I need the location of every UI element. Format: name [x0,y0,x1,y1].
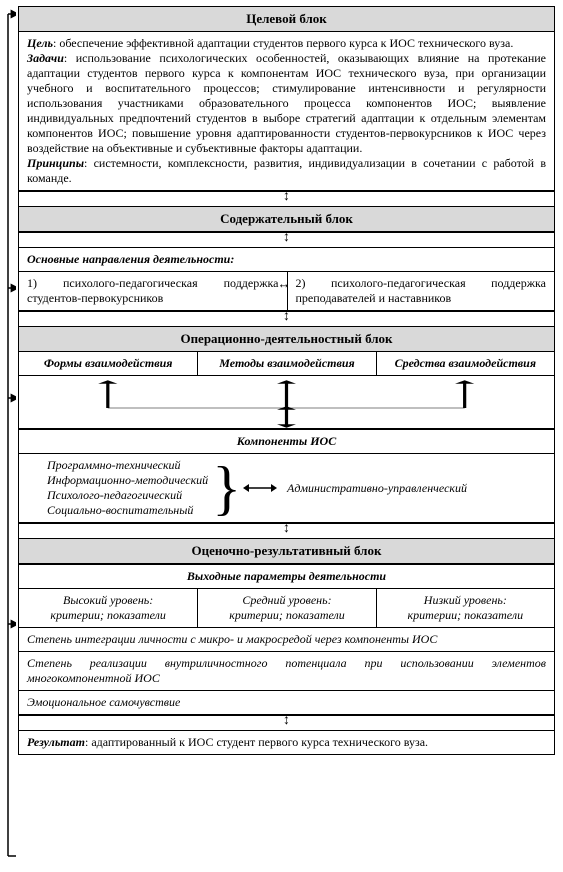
block3-interaction-connector [19,376,554,429]
result-text: : адаптированный к ИОС студент первого к… [85,735,428,749]
block4-outputs-title: Выходные параметры деятельности [19,564,554,589]
goal-text: : обеспечение эффективной адаптации студ… [53,36,513,50]
component-item: Программно-технический [47,458,208,473]
level-criteria: критерии; показатели [408,608,524,622]
updown-arrow-icon: ↕ [283,522,290,536]
updown-arrow-icon: ↕ [283,714,290,728]
block4-level-high: Высокий уровень: критерии; показатели [19,589,197,627]
block4-result: Результат: адаптированный к ИОС студент … [19,731,554,754]
level-label: Низкий уровень: [424,593,507,607]
block4-row-emotional: Эмоциональное самочувствие [19,691,554,715]
block3-components-title: Компоненты ИОС [19,429,554,454]
feedback-rail [4,6,16,864]
arrow-block3-block4: ↕ [19,523,554,539]
tasks-text: : использование психологических особенно… [27,51,546,155]
block3-header: Операционно-деятельностный блок [19,327,554,352]
component-item: Социально-воспитательный [47,503,208,518]
block1-header: Целевой блок [19,7,554,32]
principles-text: : системности, комплексности, развития, … [27,156,546,185]
block4-header: Оценочно-результативный блок [19,539,554,564]
block3-admin: Административно-управленческий [281,481,467,496]
block3-col-forms: Формы взаимодействия [19,352,197,375]
block2-direction-2: ↔ 2) психолого-педагогическая поддержка … [287,272,555,310]
block4-level-mid: Средний уровень: критерии; показатели [197,589,375,627]
leftright-arrow-icon [243,482,277,494]
block3-col-means: Средства взаимодействия [376,352,554,375]
block4-row-integration: Степень интеграции личности с микро- и м… [19,628,554,652]
component-item: Психолого-педагогический [47,488,208,503]
goal-label: Цель [27,36,53,50]
block2-directions-cols: 1) психолого-педагогическая поддержка ст… [19,272,554,311]
leftright-arrow-icon: ↔ [278,276,291,292]
principles-label: Принципы [27,156,84,170]
block2-direction-1-text: 1) психолого-педагогическая поддержка ст… [27,276,279,305]
arrow-block2-block3: ↕ [19,311,554,327]
updown-arrow-icon: ↕ [283,190,290,204]
block4-row-potential: Степень реализации внутриличностного пот… [19,652,554,691]
updown-arrow-icon: ↕ [283,310,290,324]
tasks-label: Задачи [27,51,64,65]
block2-direction-2-text: 2) психолого-педагогическая поддержка пр… [296,276,547,305]
block4-level-low: Низкий уровень: критерии; показатели [376,589,554,627]
block3-col-methods: Методы взаимодействия [197,352,375,375]
block3-components-left: Программно-технический Информационно-мет… [47,458,208,518]
block3-interaction-cols: Формы взаимодействия Методы взаимодейств… [19,352,554,376]
level-label: Средний уровень: [242,593,331,607]
level-label: Высокий уровень: [63,593,153,607]
block2-directions-label: Основные направления деятельности: [19,248,554,272]
block1-body: Цель: обеспечение эффективной адаптации … [19,32,554,191]
block4-level-cols: Высокий уровень: критерии; показатели Ср… [19,589,554,628]
diagram-root: Целевой блок Цель: обеспечение эффективн… [18,6,555,755]
arrow-inside-block2-top: ↕ [19,232,554,248]
level-criteria: критерии; показатели [50,608,166,622]
arrow-block1-block2: ↕ [19,191,554,207]
component-item: Информационно-методический [47,473,208,488]
block3-components-body: Программно-технический Информационно-мет… [19,454,554,523]
curly-brace-icon: } [208,464,243,512]
block2-direction-1: 1) психолого-педагогическая поддержка ст… [19,272,287,310]
result-label: Результат [27,735,85,749]
arrow-block4-result: ↕ [19,715,554,731]
level-criteria: критерии; показатели [229,608,345,622]
updown-arrow-icon: ↕ [283,231,290,245]
block2-header: Содержательный блок [19,207,554,232]
